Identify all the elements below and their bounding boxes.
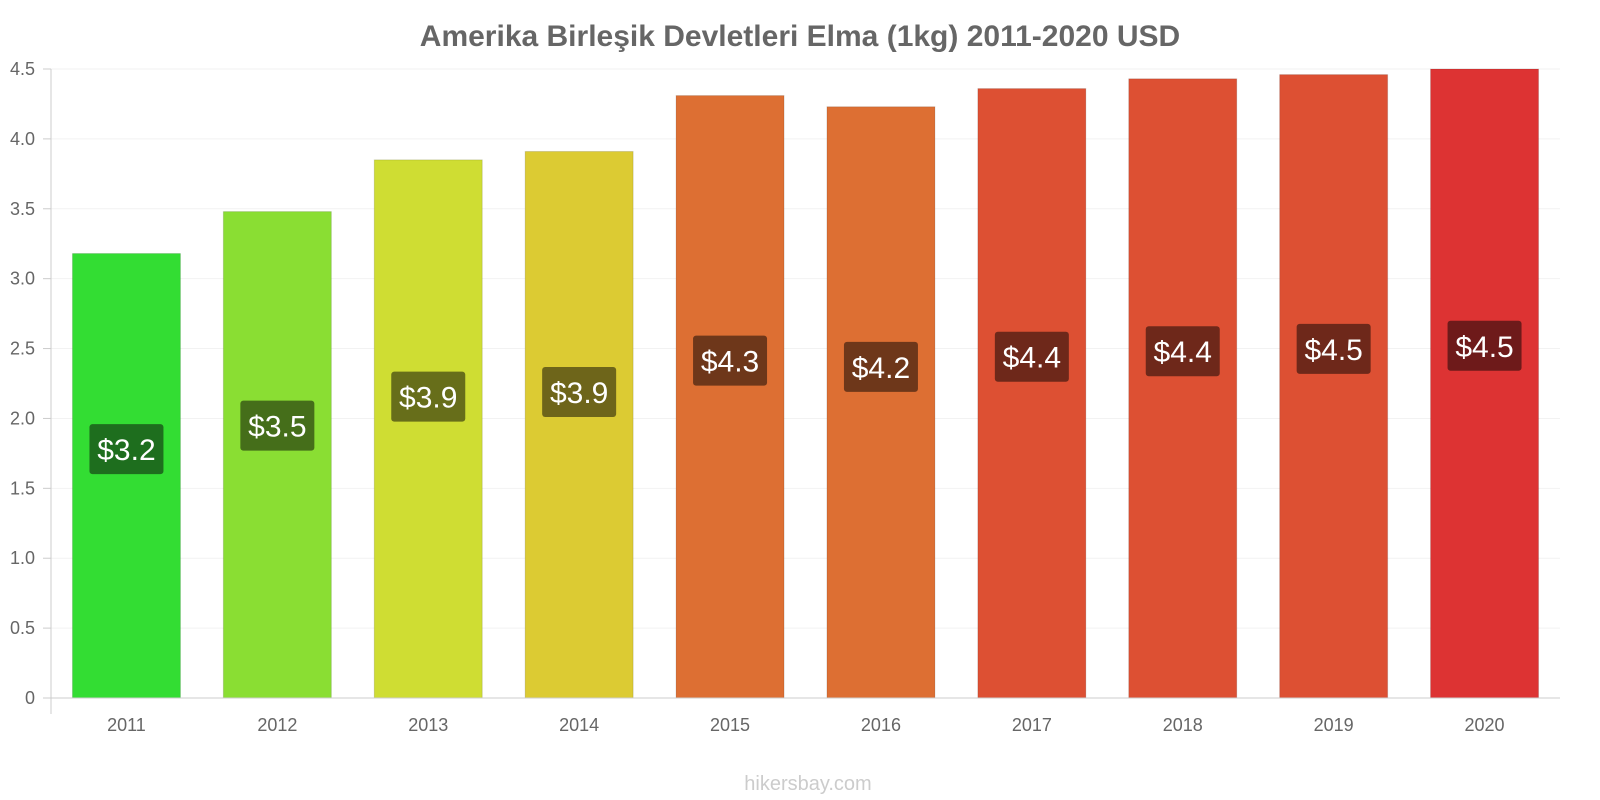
data-label: $4.5 xyxy=(1455,331,1513,364)
y-tick-label: 4.5 xyxy=(10,59,35,79)
data-label: $3.9 xyxy=(550,377,608,410)
y-tick-label: 0 xyxy=(25,688,35,708)
y-tick-label: 0.5 xyxy=(10,618,35,638)
bar-2017 xyxy=(977,88,1087,699)
y-tick-label: 1.5 xyxy=(10,478,35,498)
y-tick-label: 2.0 xyxy=(10,408,35,428)
x-tick-label: 2014 xyxy=(559,715,599,735)
bar-2013 xyxy=(373,159,483,699)
x-tick-label: 2019 xyxy=(1314,715,1354,735)
data-label: $4.4 xyxy=(1154,336,1212,369)
data-label-box xyxy=(542,366,617,417)
x-tick-label: 2017 xyxy=(1012,715,1052,735)
x-tick-label: 2012 xyxy=(257,715,297,735)
watermark: hikersbay.com xyxy=(744,773,871,795)
x-tick-label: 2015 xyxy=(710,715,750,735)
y-tick-label: 2.5 xyxy=(10,339,35,359)
y-tick-label: 4.0 xyxy=(10,129,35,149)
bar-2018 xyxy=(1128,78,1238,699)
data-label: $4.5 xyxy=(1304,334,1362,367)
data-label: $4.4 xyxy=(1003,342,1061,375)
bar-2019 xyxy=(1279,74,1389,699)
data-label-box xyxy=(89,424,164,475)
bar-2016 xyxy=(826,106,936,699)
bar-2015 xyxy=(675,95,785,699)
bar-2011 xyxy=(71,253,181,699)
data-label-box xyxy=(1296,323,1371,374)
data-label-box xyxy=(391,371,466,422)
y-tick-label: 1.0 xyxy=(10,548,35,568)
x-tick-label: 2018 xyxy=(1163,715,1203,735)
y-tick-label: 3.5 xyxy=(10,199,35,219)
data-label-box xyxy=(1145,326,1220,377)
y-tick-label: 3.0 xyxy=(10,269,35,289)
data-label: $4.3 xyxy=(701,346,759,379)
data-label-box xyxy=(693,335,768,386)
x-tick-label: 2016 xyxy=(861,715,901,735)
bar-2014 xyxy=(524,150,634,699)
data-label-box xyxy=(994,331,1069,382)
data-label: $3.2 xyxy=(97,434,155,467)
data-label-box xyxy=(843,341,918,392)
data-label-box xyxy=(1447,320,1522,371)
bar-2012 xyxy=(222,211,332,699)
x-tick-label: 2011 xyxy=(107,715,146,735)
data-label: $3.9 xyxy=(399,382,457,415)
data-label-box xyxy=(240,400,315,451)
chart-title: Amerika Birleşik Devletleri Elma (1kg) 2… xyxy=(420,20,1180,53)
x-tick-label: 2013 xyxy=(408,715,448,735)
x-tick-label: 2020 xyxy=(1465,715,1505,735)
data-label: $3.5 xyxy=(248,411,306,444)
bar-2020 xyxy=(1430,68,1540,699)
data-label: $4.2 xyxy=(852,352,910,385)
